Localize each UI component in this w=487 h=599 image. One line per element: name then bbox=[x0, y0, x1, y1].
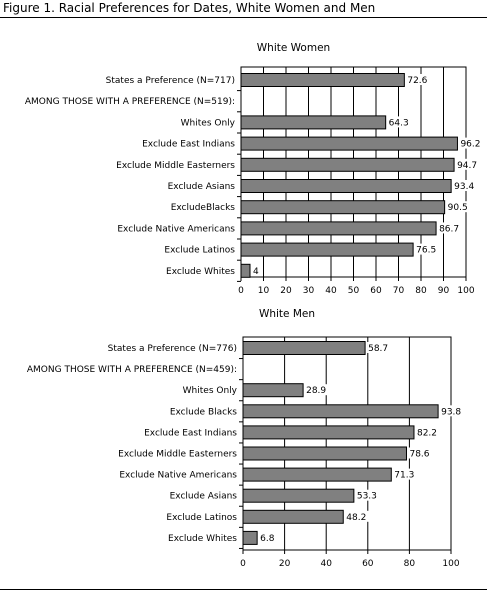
data-label: 94.7 bbox=[457, 161, 477, 171]
x-tick-label: 80 bbox=[415, 286, 427, 296]
data-label-bg bbox=[259, 531, 278, 543]
category-label: Exclude Whites bbox=[166, 267, 235, 277]
category-label: States a Preference (N=717) bbox=[106, 76, 235, 86]
category-label: Whites Only bbox=[181, 118, 236, 128]
category-label: ExcludeBlacks bbox=[171, 203, 236, 213]
data-label: 72.6 bbox=[407, 76, 427, 86]
category-label: AMONG THOSE WITH A PREFERENCE (N=519): bbox=[25, 97, 235, 107]
data-label: 6.8 bbox=[260, 534, 275, 544]
data-label-bg bbox=[367, 342, 392, 353]
data-label-bg bbox=[415, 243, 440, 255]
x-tick-label: 60 bbox=[362, 559, 374, 569]
x-tick-label: 40 bbox=[320, 559, 332, 569]
data-label: 4 bbox=[253, 267, 259, 277]
x-tick-label: 10 bbox=[258, 286, 270, 296]
data-label-bg bbox=[252, 264, 260, 276]
bar bbox=[242, 467, 392, 482]
chart-1: White Women 0 10 20 30 40 50 60 70 80 90 100 States … bbox=[25, 42, 484, 296]
x-tick-label: 80 bbox=[404, 559, 416, 569]
data-label: 28.9 bbox=[306, 386, 326, 396]
x-tick-label: 20 bbox=[280, 286, 292, 296]
bar bbox=[242, 425, 415, 440]
data-label: 76.5 bbox=[416, 246, 436, 256]
category-label: Exclude Latinos bbox=[166, 513, 237, 523]
x-tick-label: 100 bbox=[457, 286, 474, 296]
bar bbox=[242, 488, 355, 503]
data-label: 93.8 bbox=[441, 407, 461, 417]
data-label-bg bbox=[438, 222, 463, 234]
category-label: Exclude East Indians bbox=[142, 140, 235, 150]
data-label-bg bbox=[408, 447, 433, 459]
x-tick-label: 60 bbox=[370, 286, 382, 296]
bar bbox=[240, 242, 414, 257]
category-label: Exclude East Indians bbox=[144, 428, 237, 438]
chart-title: White Women bbox=[257, 42, 330, 54]
bottom-rule bbox=[0, 589, 487, 590]
data-label: 48.2 bbox=[346, 513, 366, 523]
category-label: Exclude Middle Easterners bbox=[116, 161, 235, 171]
bar bbox=[242, 509, 344, 524]
x-tick-label: 0 bbox=[238, 286, 244, 296]
category-label: Exclude Asians bbox=[170, 492, 238, 502]
chart-title: White Men bbox=[259, 308, 315, 320]
data-label-bg bbox=[446, 201, 472, 213]
data-label-bg bbox=[456, 158, 481, 170]
data-label-bg bbox=[393, 468, 418, 480]
data-label: 71.3 bbox=[394, 471, 414, 481]
category-label: Exclude Asians bbox=[168, 182, 236, 192]
data-label: 58.7 bbox=[368, 344, 388, 354]
bar bbox=[242, 446, 407, 461]
data-label-bg bbox=[406, 74, 431, 85]
data-label: 93.4 bbox=[454, 182, 474, 192]
category-label: States a Preference (N=776) bbox=[108, 344, 237, 354]
bar bbox=[240, 263, 251, 278]
data-label-bg bbox=[440, 405, 465, 417]
top-rule bbox=[0, 17, 487, 18]
x-tick-label: 50 bbox=[348, 286, 360, 296]
bar bbox=[242, 383, 304, 398]
x-tick-label: 20 bbox=[279, 559, 291, 569]
bar bbox=[240, 221, 437, 236]
category-label: Exclude Latinos bbox=[164, 246, 235, 256]
data-label: 53.3 bbox=[357, 492, 377, 502]
x-tick-label: 100 bbox=[442, 559, 459, 569]
bar bbox=[240, 115, 387, 130]
bar bbox=[240, 157, 455, 172]
data-label-bg bbox=[305, 384, 330, 396]
category-label: Whites Only bbox=[183, 386, 238, 396]
data-label-bg bbox=[453, 180, 478, 191]
x-tick-label: 90 bbox=[438, 286, 450, 296]
category-label: AMONG THOSE WITH A PREFERENCE (N=459): bbox=[27, 365, 237, 375]
category-label: Exclude Native Americans bbox=[117, 224, 235, 234]
chart-2: White Men 0 20 40 60 80 100 States a Preference… bbox=[27, 308, 465, 569]
data-label: 86.7 bbox=[439, 224, 459, 234]
data-label: 82.2 bbox=[417, 428, 437, 438]
bar bbox=[242, 530, 258, 545]
figure-title: Figure 1. Racial Preferences for Dates, … bbox=[3, 1, 376, 15]
data-label-bg bbox=[355, 489, 381, 501]
category-label: Exclude Middle Easterners bbox=[118, 450, 237, 460]
data-label: 78.6 bbox=[409, 450, 429, 460]
data-label: 96.2 bbox=[460, 140, 480, 150]
x-tick-label: 40 bbox=[325, 286, 337, 296]
x-tick-label: 0 bbox=[240, 559, 246, 569]
x-tick-label: 30 bbox=[303, 286, 315, 296]
category-label: Exclude Blacks bbox=[170, 407, 237, 417]
data-label-bg bbox=[387, 116, 413, 128]
category-label: Exclude Native Americans bbox=[119, 471, 237, 481]
data-label-bg bbox=[459, 137, 484, 149]
bar bbox=[240, 136, 458, 151]
bar bbox=[242, 341, 366, 355]
bar bbox=[240, 73, 405, 87]
data-label-bg bbox=[415, 426, 441, 438]
x-tick-label: 70 bbox=[393, 286, 405, 296]
bar bbox=[240, 179, 452, 193]
data-label-bg bbox=[345, 510, 370, 522]
data-label: 64.3 bbox=[389, 118, 409, 128]
category-label: Exclude Whites bbox=[168, 534, 237, 544]
bar bbox=[240, 200, 446, 215]
bar bbox=[242, 404, 439, 419]
data-label: 90.5 bbox=[448, 203, 468, 213]
